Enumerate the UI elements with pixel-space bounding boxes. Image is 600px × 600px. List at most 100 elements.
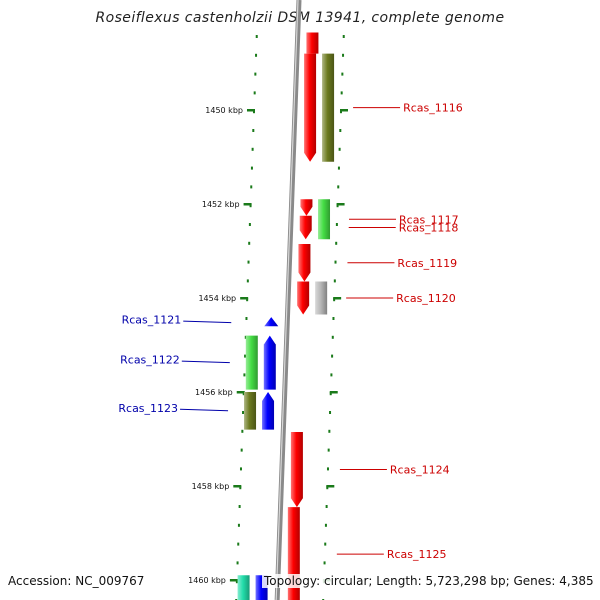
- kbp-tick-label: 1456 kbp: [195, 388, 233, 397]
- minor-tick-left: [236, 561, 239, 565]
- minor-tick-left: [240, 448, 243, 452]
- major-tick-left: [233, 485, 242, 488]
- kbp-tick-label: 1452 kbp: [202, 200, 240, 209]
- genome-backbone: [274, 0, 302, 600]
- minor-tick-right: [337, 185, 340, 189]
- gene-red-feature: [306, 32, 319, 54]
- major-tick-left: [240, 297, 249, 300]
- gene-label-leader: [181, 360, 230, 364]
- gene-label-rcas_1121: Rcas_1121: [122, 314, 182, 327]
- minor-tick-left: [244, 335, 247, 339]
- genome-info-label: Topology: circular; Length: 5,723,298 bp…: [262, 574, 594, 588]
- minor-tick-right: [330, 373, 333, 377]
- major-tick-right: [339, 109, 348, 112]
- gene-rcas_1122: [263, 335, 276, 390]
- minor-tick-left: [255, 53, 258, 57]
- minor-tick-left: [237, 523, 240, 527]
- gene-rcas_1124: [290, 431, 303, 508]
- minor-tick-left: [242, 411, 245, 414]
- gene-rcas_1116: [322, 53, 335, 162]
- minor-tick-right: [331, 354, 334, 358]
- gene-label-rcas_1118: Rcas_1118: [399, 222, 459, 235]
- minor-tick-right: [339, 129, 342, 132]
- gene-label-rcas_1117: Rcas_1117: [399, 213, 459, 226]
- minor-tick-right: [332, 317, 335, 320]
- minor-tick-right: [324, 523, 327, 527]
- gene-label-rcas_1116: Rcas_1116: [403, 102, 463, 115]
- minor-tick-right: [337, 166, 340, 170]
- minor-tick-left: [248, 241, 251, 245]
- minor-tick-right: [342, 35, 345, 38]
- minor-tick-left: [237, 542, 240, 546]
- minor-tick-left: [246, 298, 249, 302]
- minor-tick-left: [235, 580, 238, 584]
- major-tick-right: [329, 391, 338, 394]
- minor-tick-left: [251, 147, 254, 151]
- minor-tick-left: [243, 373, 246, 377]
- minor-tick-left: [250, 166, 253, 170]
- gene-rcas_1119: [298, 243, 311, 282]
- kbp-tick-label: 1454 kbp: [198, 294, 236, 303]
- minor-tick-right: [325, 505, 328, 508]
- gene-rcas_1120: [297, 281, 310, 315]
- minor-tick-left: [242, 392, 245, 396]
- gene-label-rcas_1124: Rcas_1124: [390, 464, 450, 477]
- major-tick-left: [229, 579, 238, 582]
- minor-tick-right: [335, 241, 338, 245]
- major-tick-right: [336, 203, 345, 206]
- gene-green-feature: [245, 335, 258, 390]
- minor-tick-left: [238, 505, 241, 508]
- gene-label-rcas_1120: Rcas_1120: [396, 292, 456, 305]
- minor-tick-right: [326, 467, 329, 471]
- minor-tick-right: [334, 260, 337, 264]
- gene-red-feature: [300, 199, 313, 216]
- kbp-tick-label: 1450 kbp: [205, 106, 243, 115]
- minor-tick-right: [327, 448, 330, 452]
- minor-tick-left: [254, 72, 257, 76]
- minor-tick-left: [239, 467, 242, 471]
- minor-tick-right: [324, 542, 327, 546]
- major-tick-right: [326, 485, 335, 488]
- minor-tick-right: [328, 429, 331, 433]
- minor-tick-left: [248, 223, 251, 226]
- major-tick-left: [246, 109, 255, 112]
- major-tick-right: [333, 297, 342, 300]
- gene-label-rcas_1122: Rcas_1122: [120, 354, 180, 367]
- kbp-tick-label: 1460 kbp: [188, 576, 226, 585]
- gene-label-rcas_1123: Rcas_1123: [118, 402, 178, 415]
- major-tick-left: [236, 391, 245, 394]
- gene-rcas_1117: [318, 199, 331, 240]
- gene-red-feature: [304, 53, 317, 162]
- gene-label-rcas_1119: Rcas_1119: [397, 257, 457, 270]
- minor-tick-left: [252, 129, 255, 132]
- minor-tick-left: [255, 35, 258, 38]
- major-tick-left: [243, 203, 252, 206]
- minor-tick-right: [326, 486, 329, 490]
- minor-tick-right: [333, 279, 336, 283]
- minor-tick-right: [323, 561, 326, 565]
- minor-tick-left: [252, 110, 255, 114]
- genome-backbone-highlight: [275, 0, 299, 600]
- gene-rcas_1118: [299, 215, 312, 240]
- gene-rcas_1121: [264, 317, 279, 327]
- minor-tick-left: [250, 185, 253, 189]
- minor-tick-right: [341, 72, 344, 76]
- minor-tick-right: [329, 411, 332, 414]
- minor-tick-left: [249, 204, 252, 208]
- minor-tick-left: [253, 91, 256, 95]
- gene-label-leader: [180, 408, 229, 412]
- gene-label-rcas_1125: Rcas_1125: [387, 548, 447, 561]
- minor-tick-right: [333, 298, 336, 302]
- minor-tick-right: [331, 335, 334, 339]
- minor-tick-right: [336, 204, 339, 208]
- gene-olive-feature: [244, 392, 257, 430]
- gene-label-leader: [183, 320, 232, 324]
- gene-rcas_1123: [262, 392, 275, 430]
- minor-tick-left: [245, 317, 248, 320]
- minor-tick-right: [335, 223, 338, 226]
- kbp-tick-label: 1458 kbp: [192, 482, 230, 491]
- minor-tick-left: [244, 354, 247, 358]
- gene-teal-feature: [237, 575, 250, 600]
- minor-tick-right: [339, 110, 342, 114]
